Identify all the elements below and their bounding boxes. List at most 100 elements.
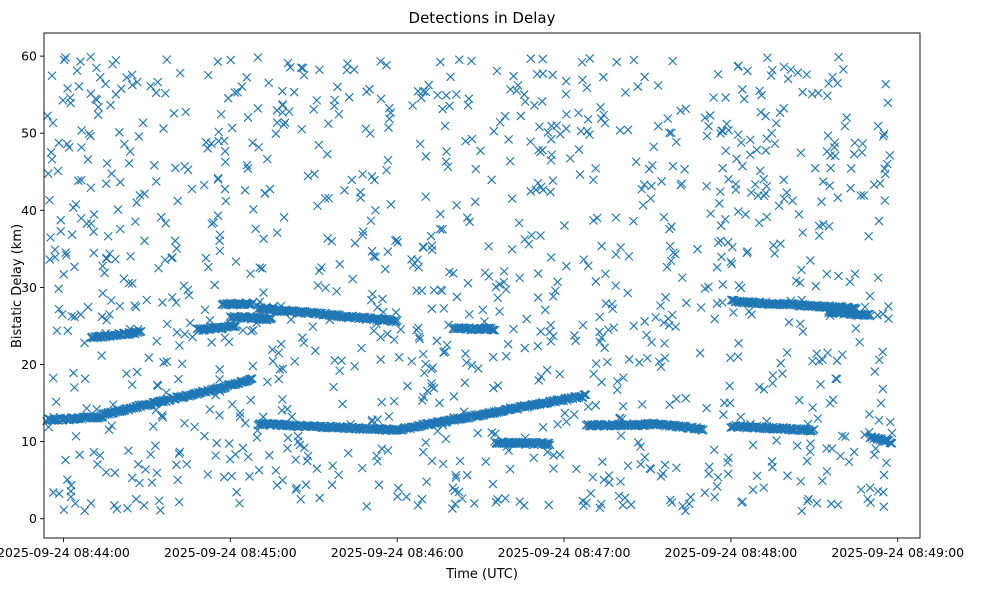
detection-marker — [761, 111, 770, 121]
detection-marker — [463, 278, 473, 288]
detection-marker — [421, 87, 431, 97]
detection-marker — [153, 77, 163, 87]
detection-marker — [89, 210, 99, 219]
detection-marker — [761, 188, 771, 198]
detection-marker — [54, 304, 64, 314]
detection-marker — [560, 408, 570, 418]
detection-marker — [451, 470, 461, 480]
detection-marker — [520, 97, 530, 107]
detection-marker — [291, 485, 301, 495]
detection-marker — [636, 459, 646, 469]
detection-marker — [138, 118, 148, 128]
detection-marker — [330, 355, 340, 365]
detection-marker — [144, 353, 154, 363]
detection-marker — [621, 88, 630, 97]
detection-marker — [154, 263, 163, 273]
detection-marker — [235, 498, 244, 508]
detection-marker — [668, 161, 678, 171]
detection-marker — [769, 240, 778, 250]
detection-marker — [766, 71, 776, 81]
detection-marker — [734, 61, 743, 71]
detection-marker — [146, 81, 156, 91]
detection-marker — [716, 221, 726, 230]
detection-marker — [501, 351, 511, 361]
detection-marker — [533, 178, 543, 188]
detection-marker — [386, 315, 396, 325]
detection-marker — [716, 129, 725, 138]
detection-marker — [721, 93, 731, 102]
detection-marker — [93, 459, 102, 469]
detection-marker — [71, 199, 81, 209]
detection-marker — [335, 259, 345, 269]
detection-marker — [529, 453, 539, 463]
detection-marker — [538, 422, 548, 432]
detection-marker — [462, 213, 472, 223]
detection-marker — [56, 215, 66, 225]
detection-marker — [449, 392, 459, 401]
detection-marker — [242, 73, 252, 82]
detection-marker — [367, 246, 377, 256]
detection-marker — [519, 90, 529, 99]
detection-marker — [748, 440, 758, 450]
detection-marker — [102, 254, 112, 263]
detection-marker — [522, 314, 532, 324]
detection-marker — [72, 66, 82, 76]
detection-marker — [752, 471, 762, 481]
detection-marker — [376, 355, 386, 364]
detection-marker — [647, 337, 657, 347]
detection-marker — [460, 378, 470, 388]
detection-marker — [136, 326, 146, 336]
detection-marker — [277, 86, 287, 96]
detection-marker — [276, 339, 286, 349]
detection-marker — [813, 414, 823, 423]
detection-marker — [242, 160, 252, 170]
detection-marker — [394, 352, 404, 362]
detection-marker — [810, 163, 820, 173]
detection-marker — [487, 175, 497, 185]
detection-marker — [89, 227, 99, 237]
detection-marker — [348, 274, 358, 284]
detection-marker — [203, 262, 213, 272]
detection-marker — [626, 500, 636, 510]
detection-marker — [418, 349, 428, 359]
detection-marker — [616, 242, 626, 252]
detection-marker — [282, 404, 292, 414]
detection-marker — [215, 375, 224, 384]
detection-marker — [369, 326, 379, 336]
detection-marker — [277, 405, 287, 415]
detection-marker — [505, 464, 515, 474]
detection-marker — [54, 489, 64, 499]
detection-marker — [235, 412, 245, 422]
detection-marker — [442, 147, 451, 156]
detection-marker — [822, 91, 832, 101]
detection-marker — [343, 59, 352, 69]
detection-marker — [591, 359, 601, 369]
detection-marker — [94, 102, 103, 112]
detection-marker — [214, 127, 224, 137]
detection-marker — [86, 219, 96, 229]
detection-marker — [754, 218, 764, 228]
detection-marker — [495, 117, 505, 127]
detection-marker — [240, 418, 250, 428]
detection-marker — [180, 418, 189, 428]
detection-marker — [795, 319, 805, 329]
detection-marker — [881, 79, 891, 89]
detection-marker — [493, 381, 503, 390]
detection-marker — [768, 370, 778, 380]
detection-marker — [448, 483, 458, 493]
detection-marker — [723, 457, 732, 467]
detection-marker — [259, 234, 269, 244]
detection-marker — [759, 385, 769, 394]
detection-marker — [146, 450, 156, 459]
detection-marker — [184, 290, 194, 300]
detection-marker — [588, 175, 598, 185]
detection-marker — [767, 128, 777, 138]
detection-marker — [684, 499, 694, 509]
detection-marker — [488, 352, 498, 362]
detection-marker — [205, 405, 215, 414]
detection-marker — [383, 446, 393, 455]
y-tick-label: 0 — [29, 511, 37, 526]
detection-marker — [465, 217, 475, 227]
detection-marker — [220, 157, 230, 167]
